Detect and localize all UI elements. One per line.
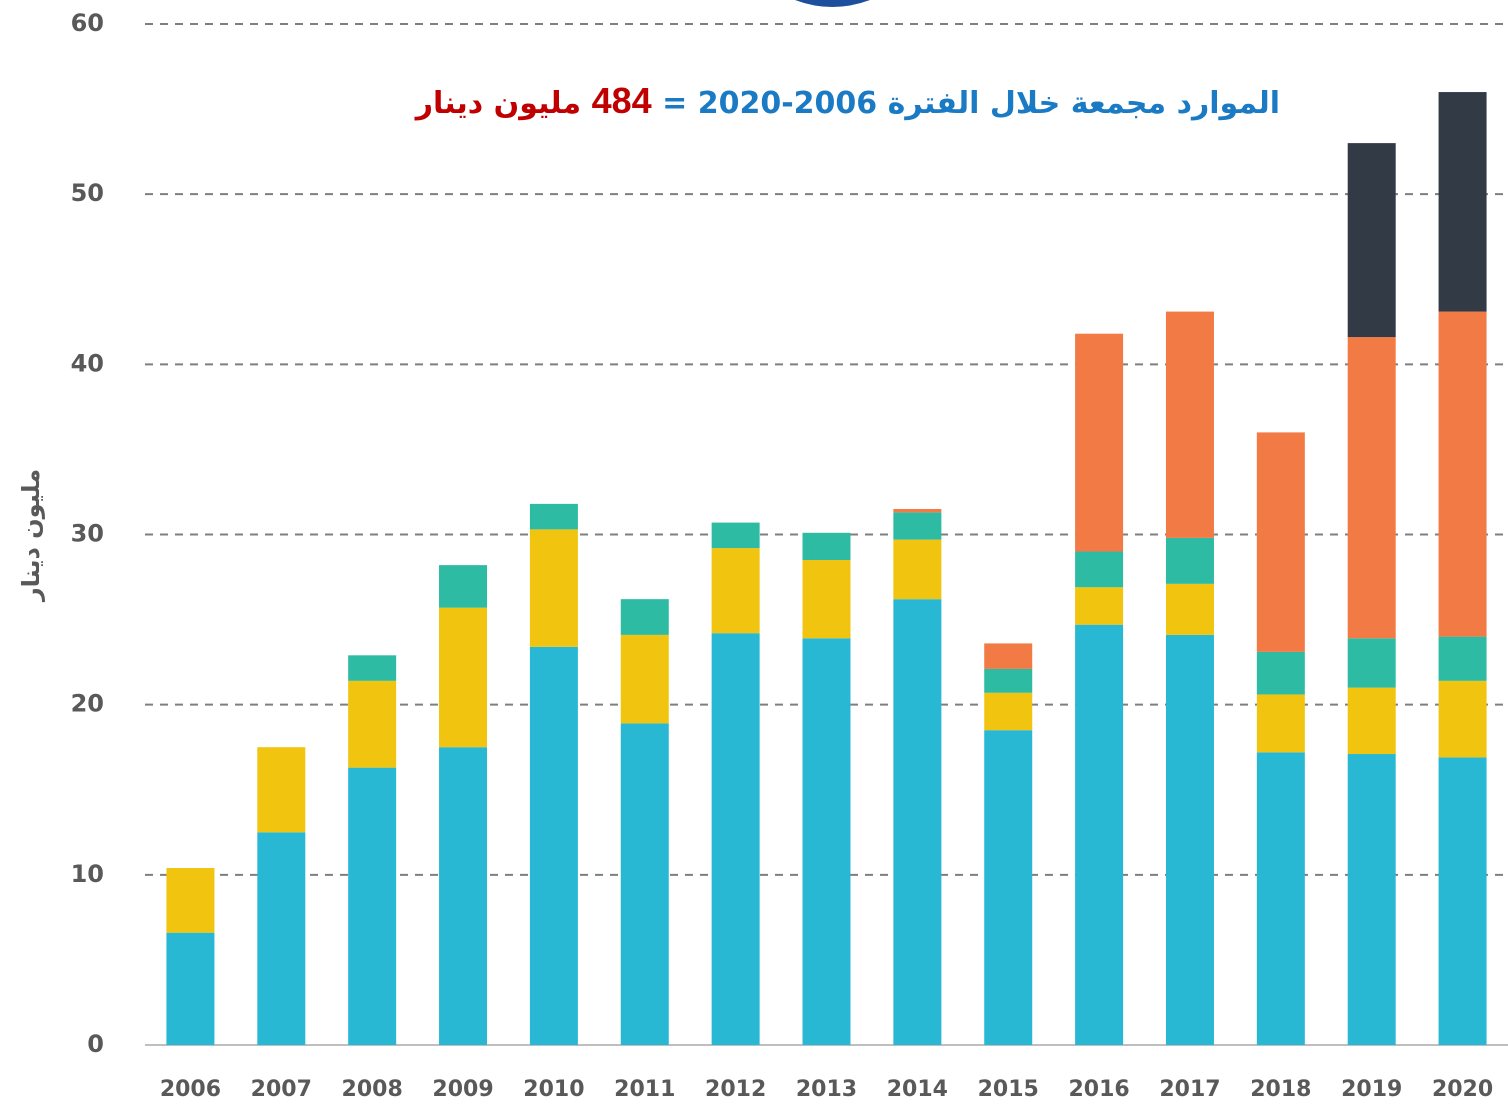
bar-segment <box>1165 634 1214 1045</box>
bar-segment <box>1165 311 1214 538</box>
bar-segment <box>893 599 942 1045</box>
bar-segment <box>984 668 1033 693</box>
x-tick-label: 2013 <box>796 1077 857 1102</box>
x-tick-label: 2020 <box>1432 1077 1493 1102</box>
bar-segment <box>1438 757 1487 1045</box>
bar-segment <box>984 730 1033 1045</box>
bar-segment <box>711 522 760 549</box>
y-tick-label: 60 <box>71 9 104 37</box>
bar-segment <box>802 532 851 561</box>
y-tick-label: 20 <box>71 690 104 718</box>
bar-segment <box>1075 587 1124 625</box>
x-tick-label: 2006 <box>160 1077 221 1102</box>
title-total: 484 <box>591 80 652 121</box>
x-tick-label: 2010 <box>523 1077 584 1102</box>
bar-segment <box>529 529 578 647</box>
x-tick-label: 2011 <box>614 1077 675 1102</box>
bar-segment <box>1075 333 1124 552</box>
bar-segment <box>1075 624 1124 1045</box>
bar-segment <box>1347 754 1396 1045</box>
bar-segment <box>348 767 397 1045</box>
y-tick-label: 10 <box>71 860 104 888</box>
bar-segment <box>620 723 669 1045</box>
bar-segment <box>1347 687 1396 755</box>
bar-segment <box>1256 752 1305 1045</box>
bar-segment <box>1075 551 1124 588</box>
y-tick-label: 50 <box>71 179 104 207</box>
bar-segment <box>1347 337 1396 639</box>
x-tick-label: 2016 <box>1068 1077 1129 1102</box>
bar-segment <box>1256 651 1305 695</box>
x-tick-label: 2014 <box>887 1077 948 1102</box>
bar-segment <box>1438 680 1487 758</box>
bar-segment <box>166 868 215 933</box>
bar-segment <box>893 512 942 540</box>
bar-segment <box>1438 92 1487 312</box>
bar-segment <box>984 692 1033 731</box>
bar-segment <box>620 634 669 724</box>
bar-segment <box>1438 636 1487 681</box>
x-tick-label: 2019 <box>1341 1077 1402 1102</box>
y-tick-label: 0 <box>87 1030 104 1058</box>
bar-segment <box>893 508 942 513</box>
title-unit: مليون دينار <box>415 86 582 121</box>
bar-segment <box>1347 638 1396 688</box>
y-tick-label: 40 <box>71 349 104 377</box>
x-tick-label: 2017 <box>1159 1077 1220 1102</box>
bar-segment <box>893 539 942 600</box>
bar-segment <box>439 607 488 748</box>
x-tick-label: 2012 <box>705 1077 766 1102</box>
bar-segment <box>620 599 669 635</box>
title-text: الموارد مجمعة خلال الفترة 2006-2020 = <box>662 86 1280 121</box>
chart-title: الموارد مجمعة خلال الفترة 2006-2020 = 48… <box>0 80 1280 122</box>
bar-segment <box>529 503 578 530</box>
bar-segment <box>1165 537 1214 584</box>
bar-segment <box>711 633 760 1045</box>
decor-arc <box>795 0 870 7</box>
bar-segment <box>166 932 215 1045</box>
bar-segment <box>529 646 578 1045</box>
bar-segment <box>1165 583 1214 635</box>
bar-segment <box>257 747 306 833</box>
x-tick-label: 2009 <box>432 1077 493 1102</box>
bar-segment <box>439 565 488 608</box>
bar-segment <box>711 548 760 634</box>
bar-segment <box>1256 694 1305 753</box>
bar-segment <box>348 655 397 681</box>
x-tick-label: 2015 <box>978 1077 1039 1102</box>
x-tick-label: 2018 <box>1250 1077 1311 1102</box>
bar-segment <box>802 560 851 639</box>
bar-segment <box>348 680 397 768</box>
bar-segment <box>1256 432 1305 652</box>
y-axis-label: مليون دينار <box>17 469 45 602</box>
bar-segment <box>1347 143 1396 338</box>
x-tick-label: 2007 <box>251 1077 312 1102</box>
x-tick-label: 2008 <box>342 1077 403 1102</box>
bar-segment <box>802 638 851 1045</box>
bar-segment <box>257 832 306 1045</box>
bar-segment <box>439 747 488 1045</box>
bar-segment <box>984 643 1033 669</box>
bar-segment <box>1438 311 1487 637</box>
y-tick-label: 30 <box>71 520 104 548</box>
